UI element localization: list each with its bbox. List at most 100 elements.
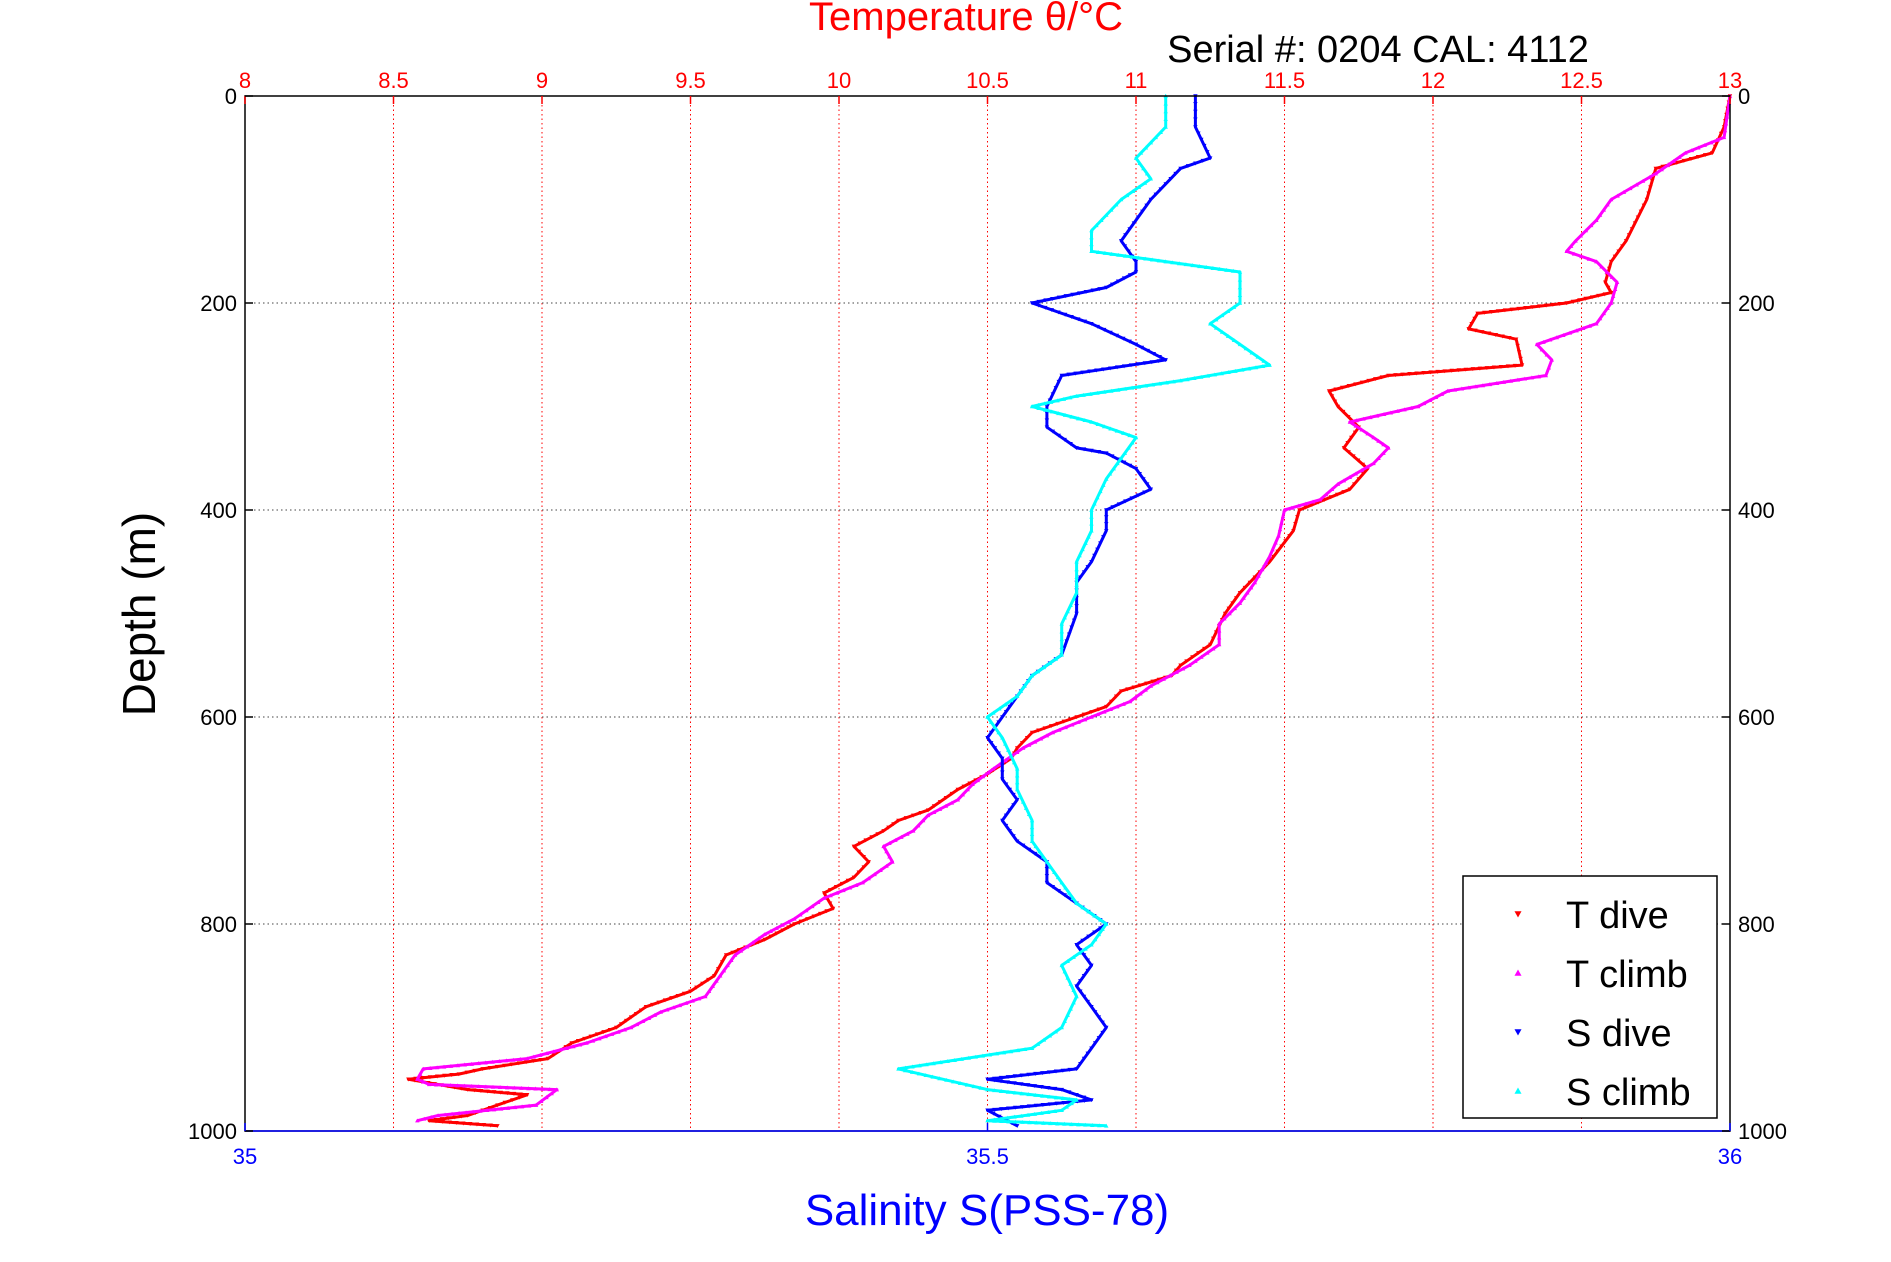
s-dive-point	[1078, 575, 1083, 580]
t-climb-point	[1494, 381, 1500, 385]
t-dive-point	[509, 1062, 514, 1067]
t-climb-point	[1615, 193, 1620, 198]
s-dive-point	[1036, 299, 1041, 304]
s-climb-point	[1053, 656, 1059, 661]
temperature-tick-label: 12.5	[1560, 68, 1603, 93]
t-dive-point	[1493, 333, 1498, 337]
s-climb-point	[987, 1052, 993, 1057]
t-dive-point	[1341, 490, 1346, 495]
s-dive-point	[1068, 442, 1073, 446]
t-climb-point	[544, 1051, 550, 1056]
s-climb-point	[1098, 917, 1103, 922]
t-dive-point	[1335, 404, 1341, 409]
s-climb-point	[1092, 501, 1097, 506]
t-climb-point	[1421, 401, 1427, 406]
s-climb-point	[1074, 590, 1079, 595]
t-dive-point	[440, 1119, 446, 1124]
t-dive-point	[1480, 330, 1485, 335]
s-climb-point	[903, 1065, 908, 1070]
depth-tick-label-right: 0	[1738, 84, 1750, 109]
s-climb-point	[1083, 540, 1088, 545]
t-dive-point	[1463, 367, 1469, 372]
s-climb-point	[1197, 264, 1202, 269]
t-climb-point	[1402, 407, 1407, 412]
s-climb-point	[1122, 450, 1128, 455]
t-dive-point	[1660, 164, 1666, 169]
t-climb-point	[1216, 621, 1222, 626]
t-dive-point	[1609, 290, 1614, 295]
s-dive-point	[1044, 880, 1050, 885]
t-climb-point	[860, 880, 865, 885]
t-climb-point	[526, 1103, 532, 1108]
s-dive-point	[1085, 968, 1090, 973]
t-climb-point	[1597, 212, 1603, 217]
t-dive-point	[1386, 373, 1391, 378]
t-climb-point	[519, 1085, 524, 1090]
s-dive-point	[1094, 368, 1099, 373]
s-dive-point	[1104, 508, 1109, 513]
s-dive-point	[1000, 756, 1005, 761]
t-dive-point	[1519, 363, 1525, 368]
s-climb-point	[1037, 849, 1042, 854]
s-dive-point	[1043, 298, 1048, 303]
s-climb-point	[1086, 534, 1091, 539]
t-climb-point	[1335, 481, 1341, 486]
t-dive-point	[1414, 371, 1419, 376]
s-dive-point	[1108, 366, 1113, 371]
s-climb-point	[1163, 259, 1168, 264]
t-dive-point	[1366, 378, 1371, 383]
t-dive-point	[456, 1072, 462, 1077]
s-dive-point	[1066, 372, 1071, 377]
t-dive-point	[449, 1073, 454, 1078]
s-climb-point	[1212, 372, 1218, 377]
t-climb-point	[804, 908, 809, 913]
s-climb-point	[1076, 1122, 1081, 1127]
s-dive-point	[1076, 317, 1081, 322]
s-climb-point	[1102, 250, 1108, 255]
s-climb-point	[1029, 1046, 1035, 1050]
t-climb-point	[949, 800, 955, 805]
t-climb-point	[1270, 547, 1275, 552]
t-dive-point	[1359, 380, 1365, 385]
t-dive-series-line	[406, 95, 1732, 1128]
t-dive-point	[681, 991, 687, 996]
t-climb-point	[505, 1105, 511, 1110]
t-dive-point	[523, 1060, 529, 1065]
s-climb-point	[1009, 698, 1014, 703]
s-climb-point	[1041, 1120, 1046, 1125]
t-dive-point	[458, 1086, 464, 1091]
s-dive-point	[1056, 295, 1062, 300]
s-dive-point	[1131, 221, 1137, 226]
s-dive-point	[1033, 1071, 1038, 1076]
s-dive-point	[1007, 704, 1012, 709]
s-climb-point	[1133, 155, 1139, 160]
t-climb-point	[1604, 269, 1609, 274]
t-dive-point	[1649, 179, 1655, 184]
s-climb-point	[1063, 885, 1068, 890]
t-climb-point	[881, 844, 886, 849]
temperature-tick-label: 10	[827, 68, 851, 93]
t-climb-point	[706, 989, 712, 994]
t-climb-point	[1547, 337, 1553, 342]
s-climb-point	[1022, 683, 1027, 688]
legend-label-s-dive: S dive	[1566, 1013, 1672, 1055]
s-dive-point	[1015, 798, 1020, 802]
s-climb-point	[1065, 959, 1070, 964]
s-climb-point	[1237, 293, 1243, 297]
s-dive-point	[1056, 889, 1061, 894]
s-climb-point	[1116, 252, 1121, 257]
s-dive-point	[1015, 1124, 1020, 1129]
t-dive-point	[1583, 296, 1588, 301]
s-climb-point	[1077, 553, 1082, 558]
t-dive-point	[498, 1090, 503, 1095]
s-dive-point	[1208, 156, 1213, 161]
s-climb-point	[1089, 228, 1094, 233]
s-climb-point	[1163, 124, 1168, 129]
s-climb-point	[999, 1119, 1004, 1124]
t-dive-point	[516, 1061, 522, 1066]
t-climb-point	[1574, 328, 1579, 333]
s-climb-point	[1158, 130, 1163, 134]
t-climb-point	[925, 813, 931, 818]
s-dive-point	[992, 1107, 997, 1112]
temperature-tick-label: 10.5	[966, 68, 1009, 93]
